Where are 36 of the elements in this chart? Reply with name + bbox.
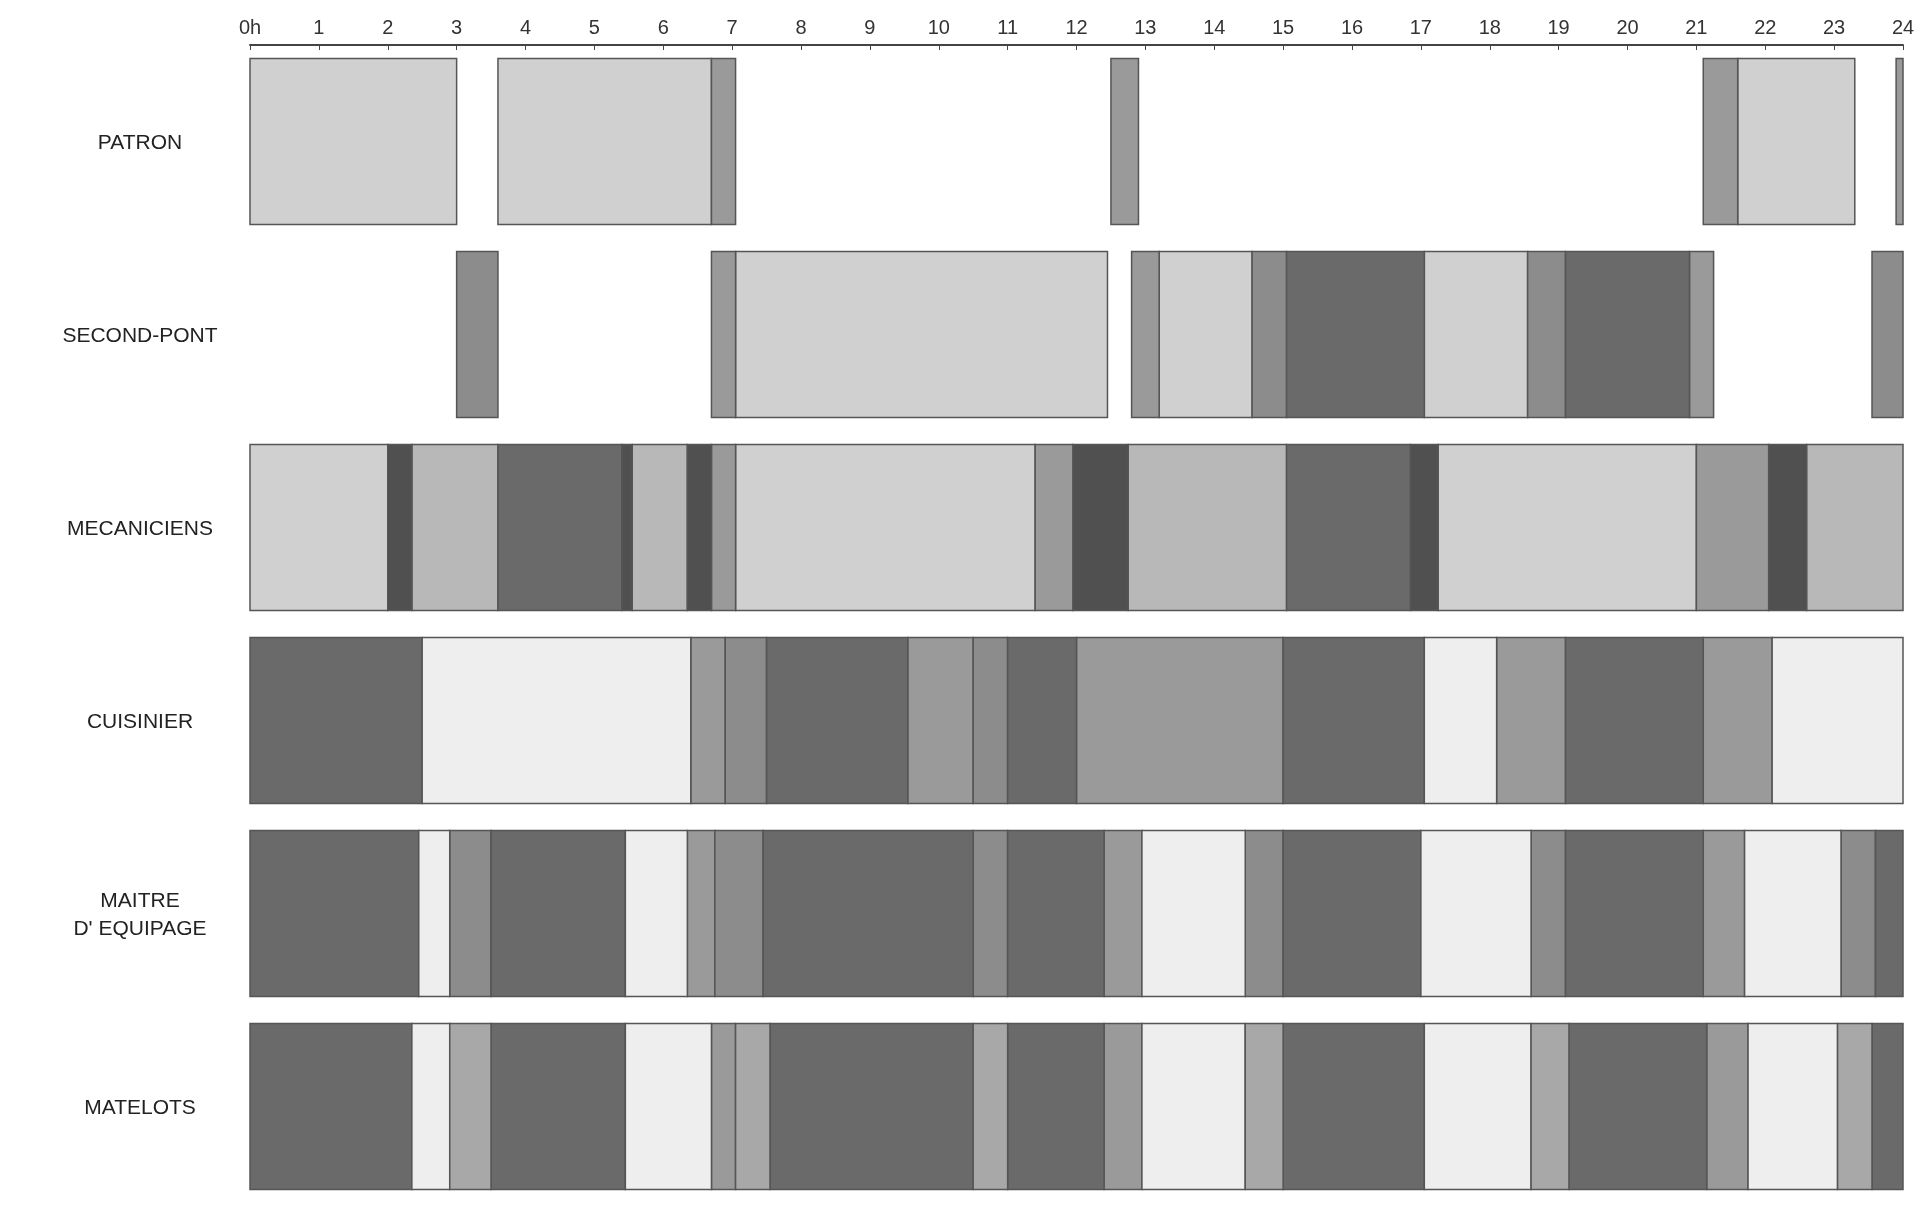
- x-tick-label: 21: [1685, 16, 1708, 38]
- x-tick-label: 6: [657, 16, 669, 38]
- x-tick-label: 11: [997, 16, 1019, 38]
- y-tick-label: SECOND-PONT: [62, 323, 218, 346]
- x-tick-label: 1: [313, 16, 325, 38]
- x-tick-label: 13: [1134, 16, 1157, 38]
- y-tick-label: PATRON: [97, 130, 183, 153]
- y-tick-label: MECANICIENS: [67, 516, 213, 539]
- x-tick-label: 14: [1203, 16, 1226, 38]
- x-tick-label: 3: [451, 16, 463, 38]
- x-tick-label: 5: [588, 16, 600, 38]
- x-tick-label: 10: [927, 16, 950, 38]
- x-tick-label: 4: [519, 16, 532, 38]
- x-tick-label: 24: [1891, 16, 1915, 38]
- x-tick-label: 18: [1478, 16, 1501, 38]
- x-tick-label: 9: [864, 16, 876, 38]
- x-tick-label: 23: [1823, 16, 1846, 38]
- bar: [249, 57, 458, 226]
- x-tick-label: 19: [1547, 16, 1570, 38]
- bar: [1110, 57, 1140, 226]
- x-tick-label: 20: [1616, 16, 1639, 38]
- x-tick-label: 8: [795, 16, 807, 38]
- x-tick-label: 0h: [238, 16, 262, 38]
- y-tick-label: MAITRE D' EQUIPAGE: [73, 888, 207, 939]
- bar: [1871, 250, 1904, 419]
- bar: [455, 250, 499, 419]
- x-tick-label: 16: [1340, 16, 1364, 38]
- x-tick-label: 2: [382, 16, 394, 38]
- x-tick-label: 17: [1409, 16, 1432, 38]
- y-tick-label: MATELOTS: [84, 1095, 196, 1118]
- y-tick-label: CUISINIER: [86, 709, 194, 732]
- x-tick-label: 12: [1065, 16, 1088, 38]
- x-tick-label: 15: [1272, 16, 1295, 38]
- bar: [1895, 57, 1904, 226]
- x-tick-label: 7: [726, 16, 738, 38]
- x-tick-label: 22: [1754, 16, 1777, 38]
